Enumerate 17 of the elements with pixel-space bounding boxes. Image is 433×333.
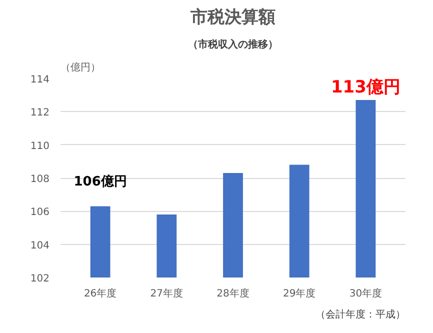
y-tick-label: 104 — [30, 240, 50, 252]
y-tick-label: 102 — [30, 274, 50, 284]
annotation: 106億円 — [74, 174, 127, 190]
x-tick-label: 27年度 — [150, 288, 184, 300]
x-axis-title: （会計年度：平成） — [316, 308, 406, 320]
y-tick-label: 112 — [30, 108, 50, 119]
y-tick-label: 114 — [30, 74, 50, 86]
x-tick-label: 29年度 — [282, 288, 316, 300]
y-tick-label: 110 — [30, 140, 50, 152]
x-tick-label: 28年度 — [216, 288, 250, 300]
y-axis-title: （億円） — [60, 62, 100, 74]
x-tick-label: 30年度 — [349, 288, 382, 300]
chart-subtitle: （市税収入の推移） — [188, 38, 278, 50]
y-tick-label: 106 — [30, 207, 50, 218]
y-tick-label: 108 — [30, 174, 50, 185]
x-tick-label: 26年度 — [84, 288, 117, 300]
chart-title: 市税決算額 — [190, 8, 276, 28]
